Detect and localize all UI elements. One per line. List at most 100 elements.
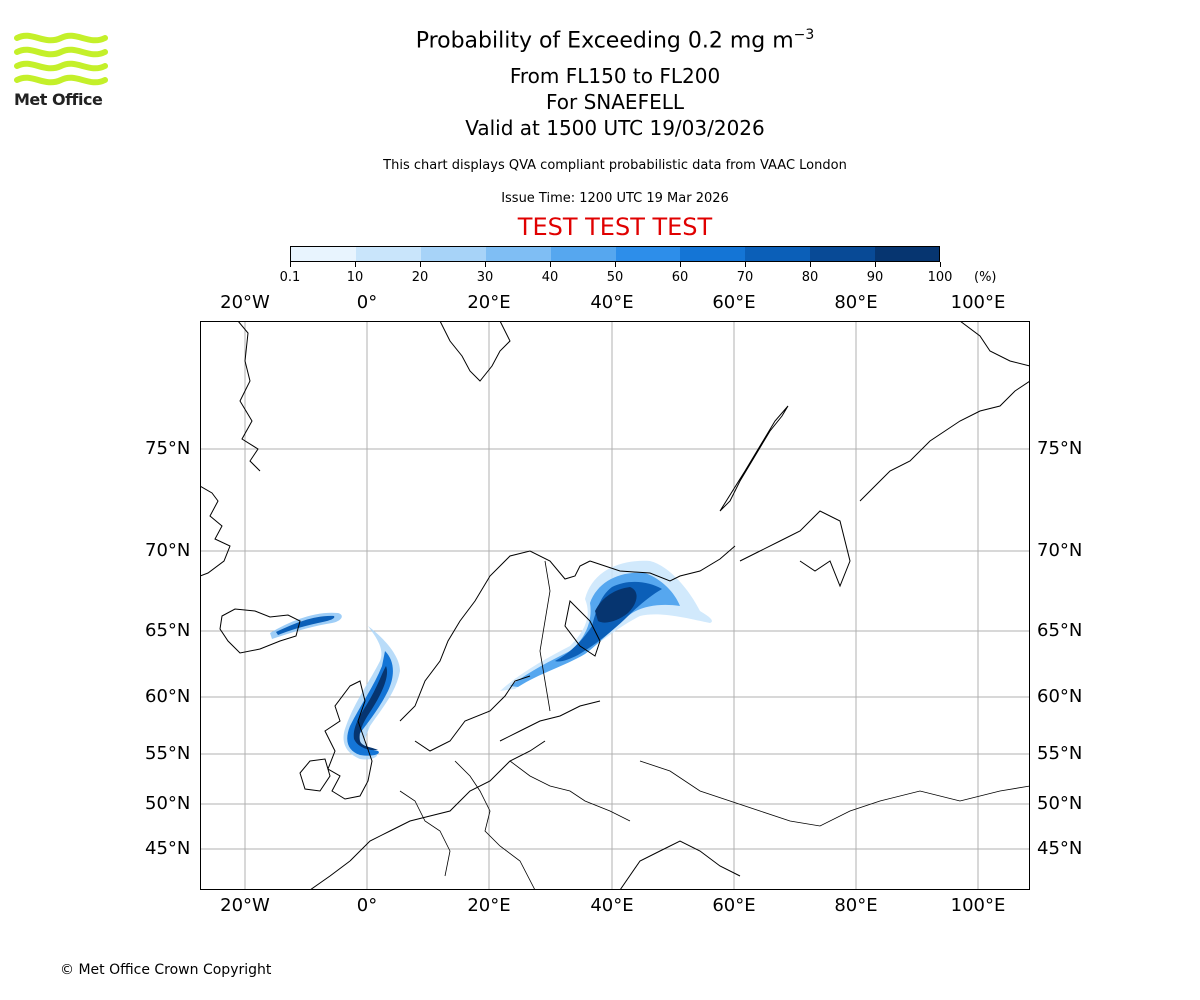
probability-colorbar (290, 246, 940, 262)
longitude-label: 40°E (590, 895, 634, 916)
colorbar-segment (485, 247, 551, 261)
colorbar-segment (291, 247, 356, 261)
latitude-label: 65°N (1037, 620, 1083, 641)
latitude-label: 65°N (145, 620, 191, 641)
map-gridlines (200, 321, 1030, 890)
colorbar-tick (940, 262, 941, 267)
white-sea-coast (564, 599, 601, 657)
colorbar-tick (290, 262, 291, 267)
border-central-europe (454, 760, 536, 890)
ireland-coast (299, 758, 331, 792)
colorbar-segment (745, 247, 811, 261)
colorbar-tick (875, 262, 876, 267)
longitude-label: 80°E (834, 895, 878, 916)
copyright-text: © Met Office Crown Copyright (60, 962, 272, 978)
logo-wave (14, 74, 108, 86)
met-office-wave-icon (14, 32, 108, 86)
ash-plume-iceland-core (276, 615, 335, 635)
issue-time: Issue Time: 1200 UTC 19 Mar 2026 (501, 191, 729, 206)
test-banner: TEST TEST TEST (517, 213, 713, 241)
map-border (200, 321, 1030, 890)
logo-text: Met Office (14, 90, 103, 109)
met-office-logo: Met Office (14, 30, 108, 112)
colorbar-tick (615, 262, 616, 267)
sweden-coast (414, 675, 531, 752)
great-britain-coast (324, 680, 373, 800)
border-france-germany (399, 790, 451, 877)
colorbar-segment (550, 247, 616, 261)
colorbar-segment (615, 247, 681, 261)
ash-plume-scotland-core (353, 666, 388, 751)
chart-title-main: Probability of Exceeding 0.2 mg m (415, 28, 794, 54)
logo-wave (14, 60, 108, 72)
colorbar-segment (355, 247, 421, 261)
iceland-coast (219, 608, 301, 654)
latitude-label: 60°N (145, 686, 191, 707)
level-range: From FL150 to FL200 (509, 64, 721, 88)
colorbar-tick (420, 262, 421, 267)
colorbar-tick-label: 70 (736, 270, 754, 285)
chart-title: Probability of Exceeding 0.2 mg m−3 (0, 27, 1200, 53)
ash-probability-field (270, 560, 712, 760)
longitude-label: 60°E (712, 292, 756, 313)
longitude-label: 0° (356, 895, 378, 916)
longitude-label: 20°E (467, 292, 511, 313)
colorbar-tick-label: 20 (411, 270, 429, 285)
north-europe-coast (349, 740, 546, 862)
colorbar-tick-label: 80 (801, 270, 819, 285)
severnaya-coast (959, 321, 1030, 367)
border-east-europe (509, 760, 631, 822)
greenland-coast-north (237, 321, 261, 472)
latitude-label: 55°N (145, 743, 191, 764)
colorbar-tick (485, 262, 486, 267)
colorbar-tick-label: 10 (346, 270, 364, 285)
colorbar-tick-label: 100 (927, 270, 953, 285)
novaya-zemlya-coast (719, 405, 789, 512)
country-borders (399, 560, 1030, 890)
longitude-label: 20°W (220, 895, 270, 916)
latitude-label: 75°N (1037, 438, 1083, 459)
colorbar-segment (875, 247, 940, 261)
colorbar-segment (680, 247, 746, 261)
volcano-name: For SNAEFELL (545, 90, 684, 114)
border-finland-russia (539, 560, 551, 712)
yamal-coast (739, 510, 851, 588)
longitude-label: 0° (356, 292, 378, 313)
logo-wave (14, 46, 108, 58)
biscay-coast (309, 860, 351, 890)
ash-plume-kola-max (595, 587, 637, 623)
longitude-label: 100°E (950, 292, 1006, 313)
logo-wave (14, 32, 108, 44)
longitude-label: 20°W (220, 292, 270, 313)
black-caspian-coast (619, 840, 741, 890)
longitude-label: 60°E (712, 895, 756, 916)
longitude-label: 100°E (950, 895, 1006, 916)
colorbar-tick-label: 60 (671, 270, 689, 285)
colorbar-tick (810, 262, 811, 267)
latitude-label: 70°N (145, 540, 191, 561)
finland-coast (499, 700, 601, 742)
colorbar-segment (420, 247, 486, 261)
latitude-label: 45°N (145, 838, 191, 859)
colorbar-unit: (%) (974, 270, 997, 285)
latitude-label: 55°N (1037, 743, 1083, 764)
latitude-label: 60°N (1037, 686, 1083, 707)
latitude-label: 50°N (145, 793, 191, 814)
latitude-label: 45°N (1037, 838, 1083, 859)
map-panel[interactable] (200, 321, 1030, 890)
colorbar-tick-label: 0.1 (279, 270, 301, 285)
longitude-label: 40°E (590, 292, 634, 313)
kola-coast (589, 545, 736, 582)
colorbar-tick-label: 40 (541, 270, 559, 285)
colorbar-tick-label: 90 (866, 270, 884, 285)
svalbard-coast (439, 321, 511, 382)
norway-coast (399, 550, 591, 722)
latitude-label: 75°N (145, 438, 191, 459)
colorbar-tick (550, 262, 551, 267)
colorbar-tick-label: 30 (476, 270, 494, 285)
latitude-label: 50°N (1037, 793, 1083, 814)
chart-title-exponent: −3 (793, 27, 815, 43)
colorbar-tick (680, 262, 681, 267)
greenland-coast (200, 485, 231, 577)
latitude-label: 70°N (1037, 540, 1083, 561)
